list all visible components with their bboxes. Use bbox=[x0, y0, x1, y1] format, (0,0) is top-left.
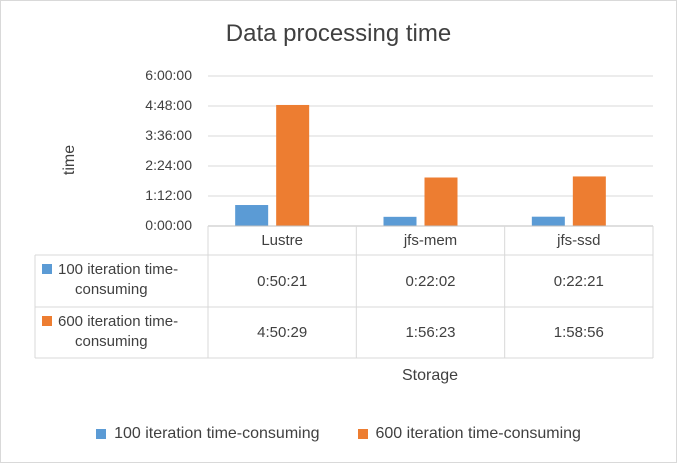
bar-100-jfs-mem bbox=[383, 216, 417, 226]
chart-title: Data processing time bbox=[225, 20, 452, 47]
table-row-header: 600 iteration time-consuming bbox=[42, 312, 207, 352]
bar-100-jfs-ssd bbox=[531, 216, 565, 226]
y-tick-label: 6:00:00 bbox=[145, 67, 192, 83]
y-tick-label: 2:24:00 bbox=[145, 157, 192, 173]
table-value-cell: 0:22:02 bbox=[405, 272, 456, 290]
legend-item-600: 600 iteration time-consuming bbox=[357, 425, 581, 443]
bar-600-jfs-ssd bbox=[572, 176, 606, 226]
bar-600-Lustre bbox=[276, 104, 310, 226]
x-axis-label: Storage bbox=[401, 367, 459, 384]
table-value-cell: 0:50:21 bbox=[257, 272, 308, 290]
y-tick-label: 1:12:00 bbox=[145, 187, 192, 203]
table-row-header: 100 iteration time-consuming bbox=[42, 260, 207, 300]
legend-swatch-100 bbox=[96, 429, 107, 439]
legend-label-600: 600 iteration time-consuming bbox=[375, 425, 581, 442]
y-tick-label: 3:36:00 bbox=[145, 127, 192, 143]
bar-100-Lustre bbox=[235, 205, 269, 226]
table-row-label-line: 100 iteration time- bbox=[58, 261, 179, 278]
legend: 100 iteration time-consuming 600 iterati… bbox=[0, 425, 677, 443]
table-row-label-line: 600 iteration time- bbox=[58, 313, 179, 330]
table-row-swatch bbox=[42, 264, 52, 274]
table-row-label-line: consuming bbox=[75, 333, 148, 350]
legend-item-100: 100 iteration time-consuming bbox=[96, 425, 320, 443]
table-row-swatch bbox=[42, 316, 52, 326]
table-value-cell: 0:22:21 bbox=[553, 272, 604, 290]
x-tick-label: jfs-mem bbox=[403, 232, 458, 249]
y-tick-label: 4:48:00 bbox=[145, 97, 192, 113]
bar-600-jfs-mem bbox=[424, 177, 458, 226]
x-tick-label: jfs-ssd bbox=[557, 232, 601, 249]
y-tick-label: 0:00:00 bbox=[145, 217, 192, 233]
table-value-cell: 1:56:23 bbox=[405, 324, 456, 341]
table-value-cell: 4:50:29 bbox=[257, 324, 308, 341]
table-row-label-line: consuming bbox=[75, 281, 148, 298]
legend-label-100: 100 iteration time-consuming bbox=[114, 425, 320, 442]
table-value-cell: 1:58:56 bbox=[553, 324, 604, 341]
legend-swatch-600 bbox=[357, 429, 368, 439]
x-tick-label: Lustre bbox=[261, 232, 304, 249]
